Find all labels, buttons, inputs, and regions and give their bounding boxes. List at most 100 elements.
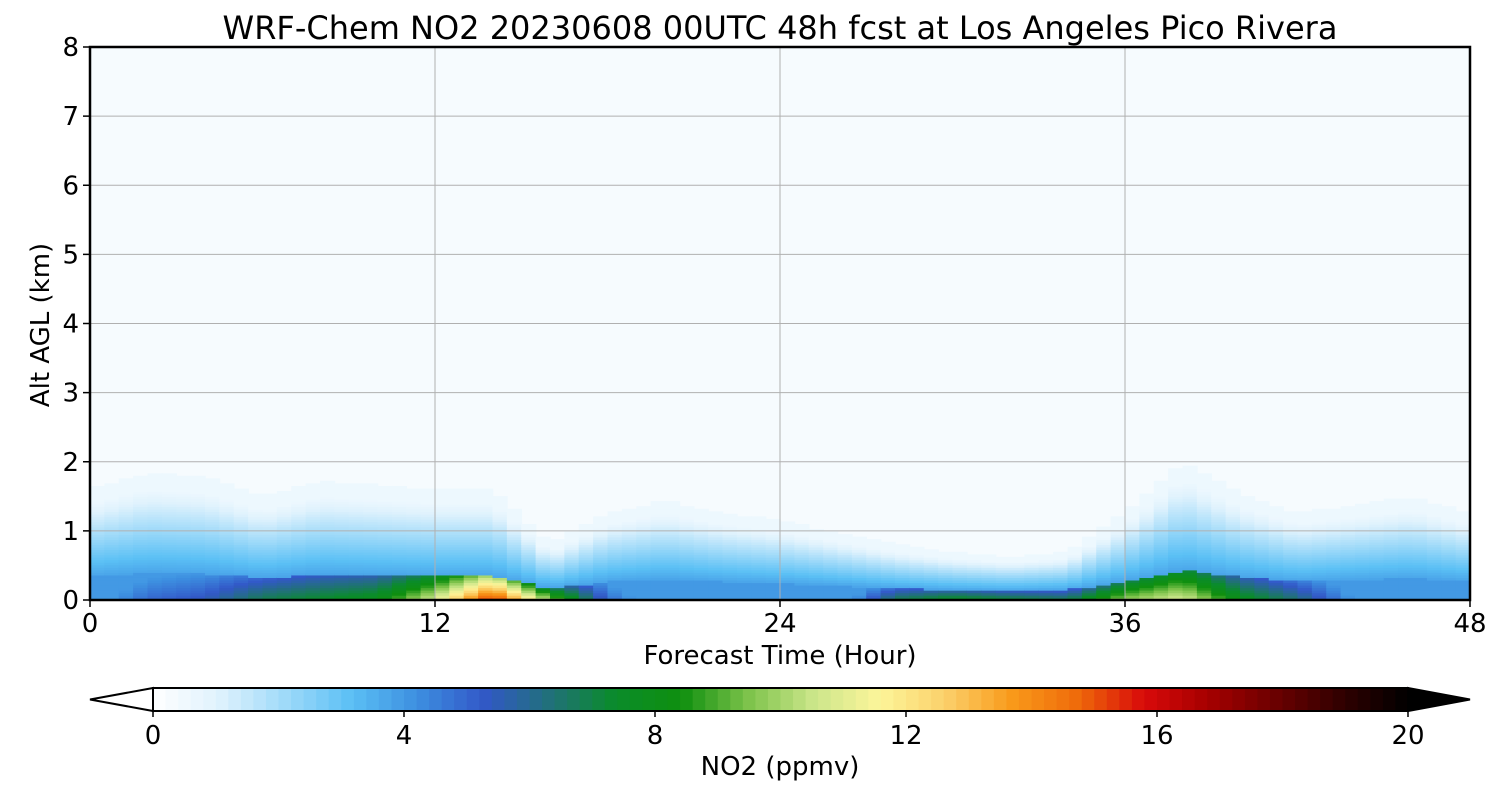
field-cell	[118, 577, 134, 581]
field-cell	[1182, 503, 1198, 508]
field-cell	[1225, 493, 1241, 497]
field-cell	[708, 549, 724, 553]
field-cell	[636, 579, 652, 584]
field-cell	[535, 577, 551, 581]
field-cell	[1441, 523, 1457, 528]
field-cell	[190, 539, 206, 543]
field-cell	[320, 587, 336, 591]
field-cell	[995, 556, 1011, 561]
field-cell	[1441, 513, 1457, 518]
field-cell	[1168, 556, 1184, 561]
field-cell	[176, 551, 192, 556]
colorbar-segment	[353, 688, 367, 711]
colorbar-segment	[1106, 688, 1120, 711]
field-cell	[449, 539, 465, 543]
field-cell	[1024, 597, 1040, 600]
field-cell	[1268, 554, 1284, 558]
field-cell	[348, 574, 364, 578]
field-cell	[880, 582, 896, 586]
field-cell	[780, 572, 796, 576]
field-cell	[248, 501, 264, 505]
field-cell	[1125, 559, 1141, 563]
field-cell	[1283, 549, 1299, 553]
field-cell	[535, 582, 551, 586]
field-cell	[1211, 559, 1227, 563]
field-cell	[607, 579, 623, 584]
colorbar-segment	[366, 688, 380, 711]
field-cell	[377, 534, 393, 538]
field-cell	[636, 536, 652, 540]
field-cell	[348, 513, 364, 518]
field-cell	[305, 546, 321, 551]
field-cell	[1182, 491, 1198, 495]
field-cell	[1153, 485, 1169, 490]
field-cell	[966, 597, 983, 600]
field-cell	[780, 582, 796, 586]
field-cell	[363, 491, 379, 495]
field-cell	[276, 498, 293, 502]
field-cell	[1283, 559, 1299, 563]
field-cell	[1340, 516, 1356, 520]
field-cell	[320, 526, 336, 530]
field-cell	[1110, 559, 1126, 563]
field-cell	[147, 488, 163, 492]
field-cell	[1240, 501, 1256, 505]
field-cell	[463, 511, 479, 515]
field-cell	[219, 577, 235, 581]
field-cell	[1398, 589, 1414, 594]
field-cell	[1038, 589, 1054, 594]
field-cell	[363, 594, 379, 599]
field-cell	[248, 506, 264, 510]
field-cell	[535, 589, 551, 594]
field-cell	[1125, 561, 1141, 566]
field-cell	[233, 559, 249, 563]
field-cell	[118, 483, 134, 487]
field-cell	[636, 559, 652, 563]
field-cell	[320, 498, 336, 502]
colorbar-segment	[404, 688, 418, 711]
colorbar-segment	[479, 688, 493, 711]
field-cell	[1211, 534, 1227, 538]
field-cell	[1153, 564, 1169, 568]
field-cell	[276, 589, 293, 594]
field-cell	[190, 554, 206, 558]
field-cell	[866, 582, 882, 586]
field-cell	[348, 579, 364, 584]
field-cell	[420, 498, 436, 502]
field-cell	[1153, 496, 1169, 500]
field-cell	[1254, 572, 1270, 576]
field-cell	[449, 518, 465, 523]
field-cell	[506, 594, 523, 599]
field-cell	[1096, 594, 1112, 599]
field-cell	[866, 546, 882, 551]
field-cell	[880, 544, 896, 548]
field-cell	[952, 582, 968, 586]
field-cell	[938, 551, 954, 556]
field-cell	[550, 589, 566, 594]
field-cell	[1225, 589, 1241, 594]
field-cell	[535, 536, 551, 540]
field-cell	[909, 559, 925, 563]
field-cell	[708, 564, 724, 568]
field-cell	[406, 572, 422, 576]
field-cell	[406, 549, 422, 553]
field-cell	[593, 572, 609, 576]
field-cell	[636, 539, 652, 543]
field-cell	[1254, 539, 1270, 543]
field-cell	[923, 569, 939, 573]
field-cell	[305, 592, 321, 596]
field-cell	[1139, 521, 1155, 525]
field-cell	[1355, 531, 1371, 535]
colorbar-segment	[1081, 688, 1095, 711]
field-cell	[133, 582, 149, 586]
colorbar-segment	[1332, 688, 1346, 711]
field-cell	[420, 582, 436, 586]
field-cell	[1283, 587, 1299, 591]
field-cell	[1283, 539, 1299, 543]
field-cell	[1182, 480, 1198, 485]
field-cell	[564, 584, 580, 589]
colorbar-segment	[855, 688, 869, 711]
field-cell	[1340, 549, 1356, 553]
field-cell	[118, 516, 134, 520]
colorbar-tick-label: 4	[396, 721, 413, 751]
